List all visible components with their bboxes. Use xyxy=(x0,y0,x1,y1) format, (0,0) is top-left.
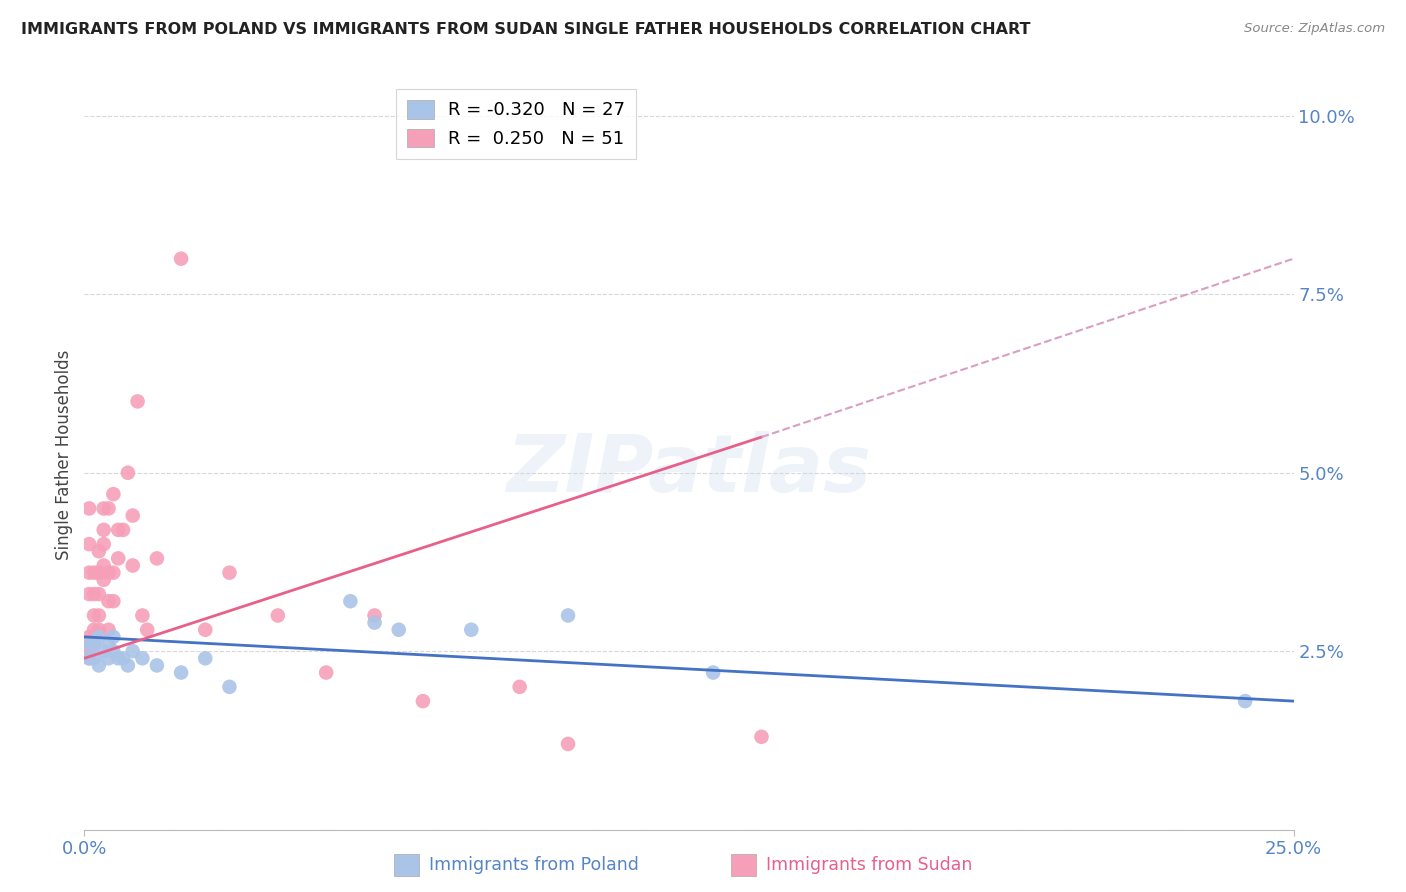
Point xyxy=(93,523,115,537)
Point xyxy=(131,651,153,665)
Legend: R = -0.320   N = 27, R =  0.250   N = 51: R = -0.320 N = 27, R = 0.250 N = 51 xyxy=(395,89,636,159)
Point xyxy=(83,608,105,623)
Point xyxy=(87,630,110,644)
Point xyxy=(77,651,100,665)
Point xyxy=(97,623,120,637)
Point xyxy=(363,615,385,630)
Point xyxy=(107,523,129,537)
Point xyxy=(363,608,385,623)
Point xyxy=(146,551,169,566)
Point xyxy=(83,630,105,644)
Point xyxy=(194,651,217,665)
Text: Immigrants from Poland: Immigrants from Poland xyxy=(429,856,638,874)
Point xyxy=(83,566,105,580)
Point xyxy=(77,537,100,551)
Point xyxy=(77,501,100,516)
Point xyxy=(97,594,120,608)
Point xyxy=(131,608,153,623)
Point xyxy=(93,501,115,516)
Point xyxy=(87,587,110,601)
Point xyxy=(412,694,434,708)
Point xyxy=(112,651,135,665)
Point xyxy=(97,566,120,580)
Point xyxy=(194,623,217,637)
Point xyxy=(218,680,240,694)
Point xyxy=(83,587,105,601)
Point xyxy=(77,630,100,644)
Point xyxy=(117,658,139,673)
Point xyxy=(103,630,125,644)
Point xyxy=(121,558,143,573)
Text: IMMIGRANTS FROM POLAND VS IMMIGRANTS FROM SUDAN SINGLE FATHER HOUSEHOLDS CORRELA: IMMIGRANTS FROM POLAND VS IMMIGRANTS FRO… xyxy=(21,22,1031,37)
Point xyxy=(315,665,337,680)
Point xyxy=(87,623,110,637)
Point xyxy=(460,623,482,637)
Point xyxy=(77,637,100,651)
Point xyxy=(117,466,139,480)
Point xyxy=(388,623,411,637)
Point xyxy=(77,637,100,651)
Point xyxy=(103,566,125,580)
Point xyxy=(103,487,125,501)
Point xyxy=(509,680,531,694)
Point xyxy=(97,501,120,516)
Point xyxy=(87,566,110,580)
Point xyxy=(77,651,100,665)
Point xyxy=(1234,694,1257,708)
Point xyxy=(170,252,193,266)
Point xyxy=(97,637,120,651)
Point xyxy=(83,637,105,651)
Point xyxy=(77,566,100,580)
Point xyxy=(87,658,110,673)
Point xyxy=(83,637,105,651)
Point xyxy=(103,594,125,608)
Point xyxy=(112,523,135,537)
Point xyxy=(751,730,773,744)
Point xyxy=(93,537,115,551)
Point xyxy=(557,737,579,751)
Point xyxy=(121,644,143,658)
Point xyxy=(87,544,110,558)
Point xyxy=(107,651,129,665)
Point xyxy=(83,623,105,637)
Point xyxy=(93,644,115,658)
Point xyxy=(87,608,110,623)
Point xyxy=(97,651,120,665)
Text: ZIPatlas: ZIPatlas xyxy=(506,431,872,509)
Point xyxy=(702,665,724,680)
Point xyxy=(339,594,361,608)
Point xyxy=(267,608,290,623)
Point xyxy=(77,644,100,658)
Point xyxy=(107,551,129,566)
Point xyxy=(77,587,100,601)
Point xyxy=(218,566,240,580)
Point xyxy=(170,665,193,680)
Point xyxy=(557,608,579,623)
Point xyxy=(83,651,105,665)
Point xyxy=(127,394,149,409)
Point xyxy=(93,558,115,573)
Point xyxy=(103,644,125,658)
Point xyxy=(136,623,159,637)
Text: Source: ZipAtlas.com: Source: ZipAtlas.com xyxy=(1244,22,1385,36)
Text: Immigrants from Sudan: Immigrants from Sudan xyxy=(766,856,973,874)
Y-axis label: Single Father Households: Single Father Households xyxy=(55,350,73,560)
Point xyxy=(93,573,115,587)
Point xyxy=(146,658,169,673)
Point xyxy=(121,508,143,523)
